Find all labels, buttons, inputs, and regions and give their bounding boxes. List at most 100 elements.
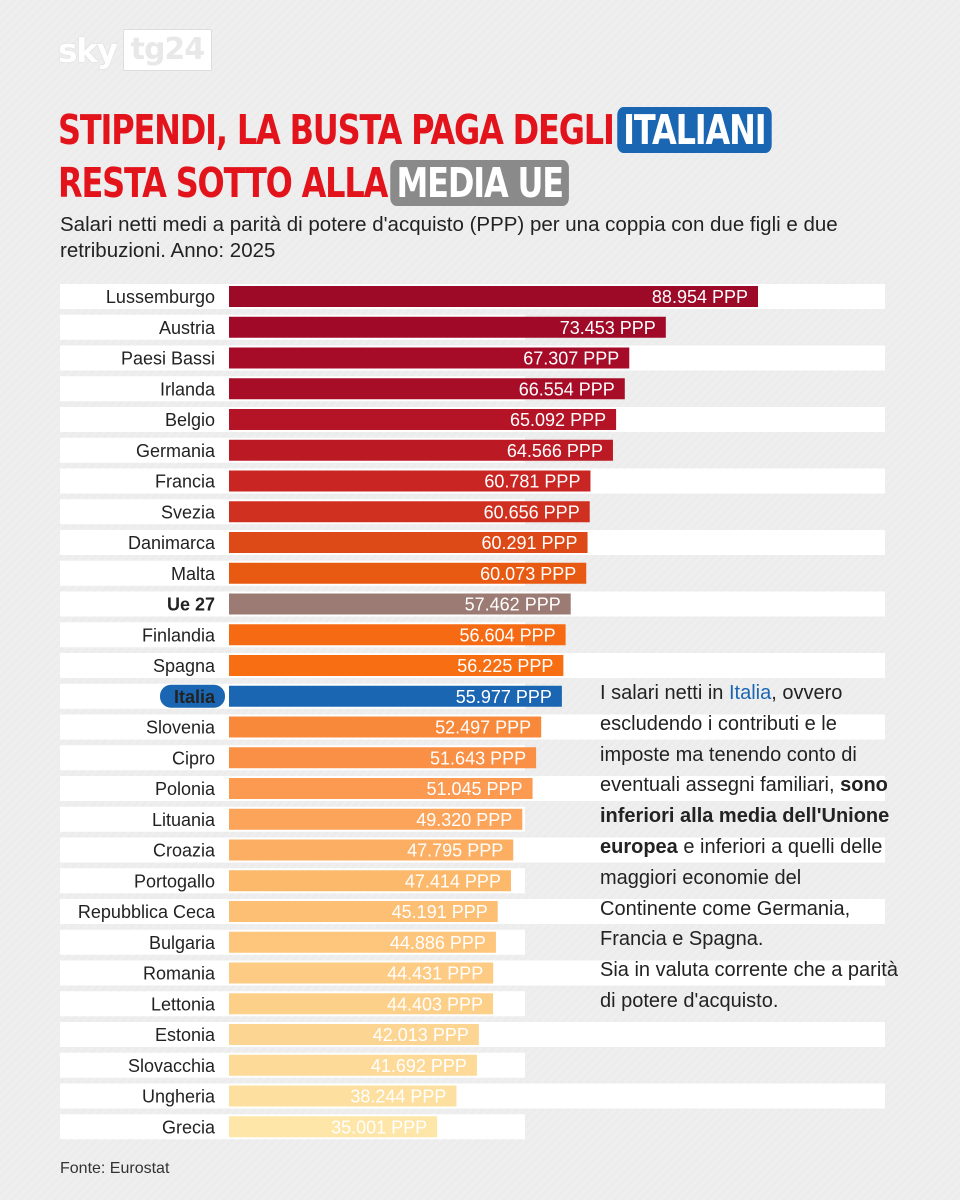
bar-lussemburgo bbox=[229, 286, 758, 307]
bar-ue-27 bbox=[229, 593, 571, 615]
bar-finlandia bbox=[229, 624, 566, 646]
country-label-spagna: Spagna bbox=[153, 656, 216, 676]
bar-value-irlanda: 66.554 PPP bbox=[519, 379, 615, 399]
bar-value-germania: 64.566 PPP bbox=[507, 441, 603, 461]
bar-value-repubblica-ceca: 45.191 PPP bbox=[392, 902, 488, 922]
bar-repubblica-ceca bbox=[229, 901, 498, 922]
bar-value-austria: 73.453 PPP bbox=[560, 318, 656, 338]
bar-value-finlandia: 56.604 PPP bbox=[460, 625, 556, 645]
country-label-lituania: Lituania bbox=[152, 810, 216, 830]
country-label-francia: Francia bbox=[155, 472, 216, 492]
bar-belgio bbox=[229, 409, 617, 430]
bar-value-romania: 44.431 PPP bbox=[387, 964, 483, 984]
logo-tg24: tg24 bbox=[122, 29, 213, 71]
bar-slovenia bbox=[229, 716, 542, 738]
bar-value-bulgaria: 44.886 PPP bbox=[390, 933, 486, 953]
country-label-italia: Italia bbox=[174, 687, 216, 707]
side-text-bold: sono inferiori alla media dell'Unione eu… bbox=[600, 774, 890, 858]
country-label-slovacchia: Slovacchia bbox=[128, 1056, 216, 1076]
bar-francia bbox=[229, 470, 591, 492]
bar-malta bbox=[229, 562, 587, 584]
country-label-polonia: Polonia bbox=[155, 779, 216, 799]
bar-value-slovacchia: 41.692 PPP bbox=[371, 1056, 467, 1076]
country-label-croazia: Croazia bbox=[153, 841, 216, 861]
bar-irlanda bbox=[229, 378, 625, 400]
country-label-finlandia: Finlandia bbox=[142, 625, 216, 645]
country-label-lussemburgo: Lussemburgo bbox=[106, 287, 215, 307]
country-label-danimarca: Danimarca bbox=[128, 533, 216, 553]
bar-value-lettonia: 44.403 PPP bbox=[387, 994, 483, 1014]
side-text-1c: e inferiori a quelli delle maggiori econ… bbox=[600, 835, 883, 951]
country-label-svezia: Svezia bbox=[161, 502, 216, 522]
country-label-germania: Germania bbox=[136, 441, 216, 461]
skytg24-logo: sky tg24 bbox=[58, 28, 213, 72]
bar-value-slovenia: 52.497 PPP bbox=[435, 718, 531, 738]
bar-grecia bbox=[229, 1116, 438, 1138]
title-line-2: RESTA SOTTO ALLA MEDIA UE bbox=[58, 157, 772, 210]
bar-value-malta: 60.073 PPP bbox=[480, 564, 576, 584]
bar-value-cipro: 51.643 PPP bbox=[430, 748, 526, 768]
title-line-2-text: RESTA SOTTO ALLA bbox=[58, 159, 388, 207]
country-label-slovenia: Slovenia bbox=[146, 718, 216, 738]
bar-lettonia bbox=[229, 993, 494, 1015]
logo-sky: sky bbox=[58, 30, 118, 70]
country-label-ungheria: Ungheria bbox=[142, 1087, 216, 1107]
side-text-2: Sia in valuta corrente che a parità di p… bbox=[600, 959, 898, 1012]
bar-polonia bbox=[229, 778, 533, 799]
bar-value-lituania: 49.320 PPP bbox=[416, 810, 512, 830]
bar-ungheria bbox=[229, 1085, 457, 1107]
bar-value-ungheria: 38.244 PPP bbox=[350, 1087, 446, 1107]
country-label-lettonia: Lettonia bbox=[151, 994, 216, 1014]
bar-cipro bbox=[229, 747, 537, 769]
title-highlight-italiani: ITALIANI bbox=[616, 107, 772, 153]
country-label-romania: Romania bbox=[143, 964, 216, 984]
bar-bulgaria bbox=[229, 931, 496, 953]
bar-slovacchia bbox=[229, 1054, 477, 1076]
side-text-1b: , ovvero escludendo i contributi e le im… bbox=[600, 682, 857, 797]
title-highlight-media-ue: MEDIA UE bbox=[390, 160, 570, 206]
italia-label-pill bbox=[160, 684, 225, 708]
bar-svezia bbox=[229, 501, 590, 523]
country-label-bulgaria: Bulgaria bbox=[149, 933, 216, 953]
bar-value-estonia: 42.013 PPP bbox=[373, 1025, 469, 1045]
bar-danimarca bbox=[229, 532, 588, 553]
bar-value-polonia: 51.045 PPP bbox=[426, 779, 522, 799]
bar-estonia bbox=[229, 1024, 479, 1045]
source-note: Fonte: Eurostat bbox=[60, 1160, 170, 1177]
country-label-irlanda: Irlanda bbox=[160, 379, 216, 399]
title-line-1: STIPENDI, LA BUSTA PAGA DEGLI ITALIANI bbox=[58, 104, 772, 157]
bar-italia bbox=[229, 685, 562, 707]
country-label-belgio: Belgio bbox=[165, 410, 215, 430]
bar-romania bbox=[229, 962, 494, 984]
bar-value-italia: 55.977 PPP bbox=[456, 687, 552, 707]
country-label-paesi-bassi: Paesi Bassi bbox=[121, 349, 215, 369]
title-line-1-text: STIPENDI, LA BUSTA PAGA DEGLI bbox=[58, 106, 615, 154]
bar-value-danimarca: 60.291 PPP bbox=[481, 533, 577, 553]
bar-paesi-bassi bbox=[229, 347, 630, 369]
bar-value-portogallo: 47.414 PPP bbox=[405, 871, 501, 891]
country-label-ue-27: Ue 27 bbox=[167, 595, 215, 615]
chart-subtitle: Salari netti medi a parità di potere d'a… bbox=[60, 213, 838, 262]
row-background-ungheria bbox=[60, 1083, 885, 1109]
country-label-malta: Malta bbox=[171, 564, 216, 584]
country-label-austria: Austria bbox=[159, 318, 216, 338]
bar-value-svezia: 60.656 PPP bbox=[484, 502, 580, 522]
bar-value-ue-27: 57.462 PPP bbox=[465, 595, 561, 615]
country-label-estonia: Estonia bbox=[155, 1025, 216, 1045]
country-label-repubblica-ceca: Repubblica Ceca bbox=[78, 902, 216, 922]
bar-austria bbox=[229, 316, 666, 338]
bar-value-lussemburgo: 88.954 PPP bbox=[652, 287, 748, 307]
bar-germania bbox=[229, 439, 613, 461]
side-text-1a: I salari netti in bbox=[600, 682, 729, 704]
bar-value-croazia: 47.795 PPP bbox=[407, 841, 503, 861]
side-commentary: I salari netti in Italia, ovvero esclude… bbox=[600, 678, 900, 1017]
bar-value-grecia: 35.001 PPP bbox=[331, 1117, 427, 1137]
side-text-italia: Italia bbox=[728, 682, 772, 704]
bar-portogallo bbox=[229, 870, 511, 892]
bar-value-belgio: 65.092 PPP bbox=[510, 410, 606, 430]
bar-spagna bbox=[229, 655, 564, 676]
page-title: STIPENDI, LA BUSTA PAGA DEGLI ITALIANI RE… bbox=[58, 104, 772, 210]
country-label-cipro: Cipro bbox=[172, 748, 215, 768]
bar-lituania bbox=[229, 808, 523, 830]
